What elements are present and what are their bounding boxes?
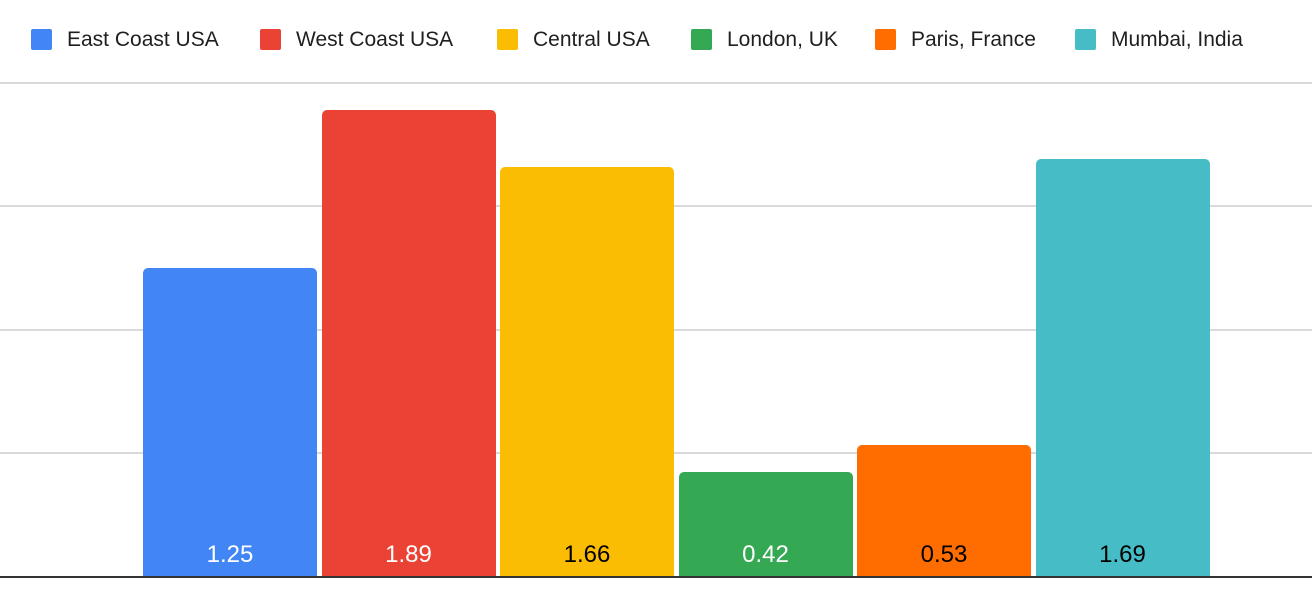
legend-swatch-icon	[691, 29, 712, 50]
bar-london-uk[interactable]: 0.42	[678, 472, 853, 576]
bar-mumbai-india[interactable]: 1.69	[1035, 159, 1210, 576]
legend-swatch-icon	[260, 29, 281, 50]
legend-swatch-icon	[497, 29, 518, 50]
legend-swatch-icon	[1075, 29, 1096, 50]
bar-value-label: 0.53	[920, 540, 968, 568]
bar-central-usa[interactable]: 1.66	[500, 166, 674, 576]
gridline	[0, 82, 1312, 84]
bar-value-label: 1.66	[563, 540, 611, 568]
bar-value-label: 1.69	[1099, 540, 1146, 568]
legend-item-central-usa[interactable]: Central USA	[497, 29, 650, 50]
legend-swatch-icon	[875, 29, 896, 50]
legend-item-west-coast-usa[interactable]: West Coast USA	[260, 29, 453, 50]
legend-item-paris-france[interactable]: Paris, France	[875, 29, 1036, 50]
legend-label: London, UK	[727, 28, 838, 51]
legend-label: Mumbai, India	[1111, 28, 1243, 51]
bar-value-label: 1.89	[385, 540, 432, 568]
legend-item-london-uk[interactable]: London, UK	[691, 29, 838, 50]
x-axis-baseline	[0, 576, 1312, 578]
legend-item-mumbai-india[interactable]: Mumbai, India	[1075, 29, 1243, 50]
bar-west-coast-usa[interactable]: 1.89	[321, 110, 496, 576]
bar-value-label: 0.42	[742, 540, 789, 568]
bar-value-label: 1.25	[206, 541, 254, 568]
bar-paris-france[interactable]: 0.53	[857, 445, 1031, 576]
legend-label: West Coast USA	[296, 28, 454, 51]
legend-item-east-coast-usa[interactable]: East Coast USA	[31, 29, 219, 50]
bar-east-coast-usa[interactable]: 1.25	[143, 267, 317, 576]
legend-label: Paris, France	[911, 28, 1036, 51]
legend-label: East Coast USA	[67, 28, 219, 51]
legend-swatch-icon	[31, 29, 52, 50]
legend-label: Central USA	[533, 28, 650, 51]
